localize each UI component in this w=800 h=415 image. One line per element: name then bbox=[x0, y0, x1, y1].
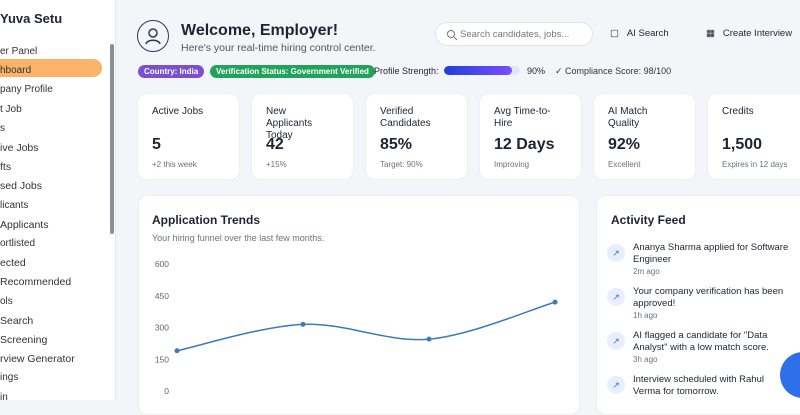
nav-item: ols bbox=[0, 295, 13, 307]
trend-point bbox=[300, 321, 306, 327]
stat-label: AI Match Quality bbox=[608, 106, 648, 129]
activity-text: Interview scheduled with Rahul Verma for… bbox=[633, 374, 764, 397]
stat-card[interactable]: AI Match Quality 92% Excellent bbox=[593, 93, 696, 180]
stat-card[interactable]: Active Jobs 5 +2 this week bbox=[137, 93, 240, 180]
search-box[interactable]: Search candidates, jobs... bbox=[435, 22, 593, 46]
trend-point bbox=[552, 299, 558, 305]
sidebar: Yuva Setu er Panel hboard pany Profile t Jo… bbox=[0, 0, 116, 400]
country-badge: Country: India bbox=[138, 65, 205, 78]
active-highlight bbox=[0, 59, 102, 77]
activity-icon: ↗ bbox=[607, 244, 625, 262]
stat-label: Credits bbox=[722, 106, 754, 117]
nav-item: s bbox=[0, 122, 5, 134]
strength-label: Profile Strength: bbox=[374, 66, 439, 76]
nav-item: rview Generator bbox=[0, 353, 75, 366]
trends-title: Application Trends bbox=[152, 213, 261, 227]
brand: Yuva Setu bbox=[0, 11, 63, 26]
nav-item: Search bbox=[0, 314, 34, 327]
stat-note: +2 this week bbox=[152, 160, 197, 169]
stat-card[interactable]: Verified Candidates 85% Target: 90% bbox=[365, 93, 468, 180]
trend-line bbox=[176, 301, 556, 352]
stat-note: Expires in 12 days bbox=[722, 160, 788, 169]
welcome-subtitle: Here's your real-time hiring control cen… bbox=[181, 42, 376, 54]
y-tick-label: 0 bbox=[164, 386, 169, 396]
stat-value: 42 bbox=[266, 136, 284, 153]
trends-subtitle: Your hiring funnel over the last few mon… bbox=[152, 233, 325, 243]
activity-icon: ↗ bbox=[607, 376, 625, 394]
compliance: ✓ Compliance Score: 98/100 bbox=[555, 66, 672, 76]
stat-label: Verified Candidates bbox=[380, 106, 431, 129]
nav-item: er Panel bbox=[0, 46, 38, 57]
nav-item: fts bbox=[0, 161, 12, 174]
stat-value: 12 Days bbox=[494, 136, 555, 153]
stat-note: Target: 90% bbox=[380, 160, 423, 169]
nav-item: t Job bbox=[0, 103, 22, 115]
activity-text: Your company verification has been appro… bbox=[633, 286, 784, 309]
nav-item: ive Jobs bbox=[0, 142, 39, 154]
activity-text: Ananya Sharma applied for Software Engin… bbox=[633, 242, 789, 265]
activity-icon: ↗ bbox=[607, 332, 625, 350]
activity-card: Activity Feed ↗ Ananya Sharma applied for… bbox=[596, 195, 800, 415]
y-tick-label: 600 bbox=[155, 259, 169, 269]
stat-note: Excellent bbox=[608, 160, 641, 169]
stat-card[interactable]: New Applicants Today 42 +15% bbox=[251, 93, 354, 180]
create-interview-button[interactable]: ▦ Create Interview bbox=[706, 28, 793, 39]
nav-item: ings bbox=[0, 372, 19, 384]
strength-value: 90% bbox=[527, 66, 546, 76]
nav-item: Applicants bbox=[0, 218, 49, 231]
nav-item: ected bbox=[0, 257, 26, 270]
stat-value: 5 bbox=[152, 136, 161, 153]
scrollbar[interactable] bbox=[110, 44, 114, 234]
avatar[interactable] bbox=[137, 20, 169, 52]
strength-bar bbox=[444, 66, 513, 75]
stat-label: New Applicants Today bbox=[266, 106, 313, 141]
stat-card[interactable]: Credits 1,500 Expires in 12 days bbox=[707, 93, 800, 180]
stat-value: 85% bbox=[380, 136, 413, 153]
stat-note: Improving bbox=[494, 160, 530, 169]
activity-time: 1h ago bbox=[633, 311, 658, 320]
stat-card[interactable]: Avg Time-to-Hire 12 Days Improving bbox=[479, 93, 582, 180]
nav-item: in bbox=[0, 391, 8, 400]
y-tick-label: 300 bbox=[155, 323, 169, 333]
activity-title: Activity Feed bbox=[611, 213, 686, 227]
nav-item: sed Jobs bbox=[0, 180, 43, 193]
stat-label: Avg Time-to-Hire bbox=[494, 106, 551, 129]
verification-badge: Verification Status: Government Verified bbox=[210, 65, 375, 78]
stat-value: 1,500 bbox=[722, 136, 763, 153]
trend-point bbox=[426, 336, 432, 342]
y-tick-label: 150 bbox=[155, 354, 169, 364]
y-tick-label: 450 bbox=[155, 291, 169, 301]
search-placeholder: Search candidates, jobs... bbox=[460, 29, 570, 40]
nav-item: Recommended bbox=[0, 276, 72, 289]
trend-chart: 0 150 300 450 600 bbox=[155, 259, 558, 396]
compliance-text: Compliance Score: 98/100 bbox=[565, 66, 672, 76]
activity-text: AI flagged a candidate for "Data Analyst… bbox=[633, 330, 769, 353]
stat-label: Active Jobs bbox=[152, 106, 204, 117]
button-label: Create Interview bbox=[722, 28, 793, 39]
trend-point bbox=[174, 348, 180, 354]
nav-item: licants bbox=[0, 199, 29, 211]
nav-item: ortlisted bbox=[0, 238, 36, 249]
welcome-title: Welcome, Employer! bbox=[181, 22, 339, 39]
nav-item: pany Profile bbox=[0, 84, 53, 96]
nav-item: Screening bbox=[0, 334, 48, 346]
stat-value: 92% bbox=[608, 136, 641, 153]
stat-note: +15% bbox=[266, 160, 287, 169]
button-label: AI Search bbox=[626, 28, 669, 39]
activity-time: 3h ago bbox=[633, 355, 658, 364]
nav-item: hboard bbox=[0, 65, 32, 77]
activity-time: 2m ago bbox=[633, 267, 660, 276]
strength-track bbox=[444, 66, 520, 75]
trends-card: Application Trends Your hiring funnel ov… bbox=[138, 195, 580, 415]
ai-search-button[interactable]: ▢ AI Search bbox=[610, 28, 669, 39]
activity-icon: ↗ bbox=[607, 288, 625, 306]
chat-fab[interactable] bbox=[780, 352, 800, 398]
